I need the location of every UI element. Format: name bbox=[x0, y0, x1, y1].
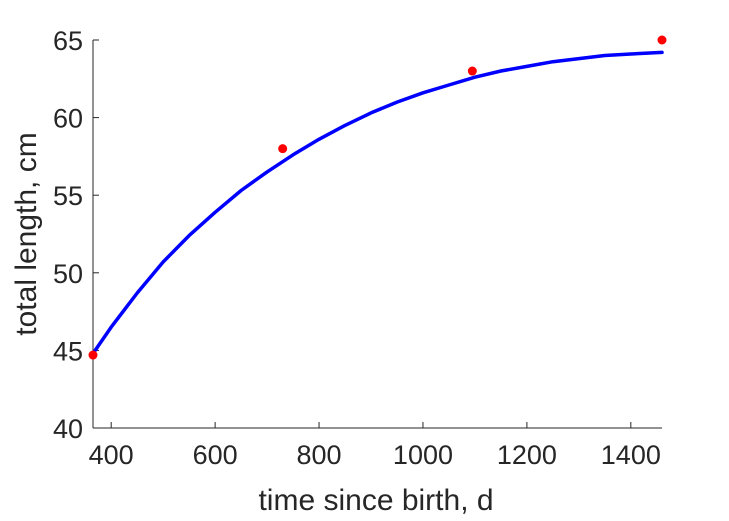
y-tick-label: 55 bbox=[53, 181, 83, 211]
x-axis-label: time since birth, d bbox=[258, 484, 493, 517]
x-tick-label: 1200 bbox=[497, 440, 557, 470]
data-point bbox=[467, 66, 477, 76]
data-point bbox=[278, 144, 288, 154]
data-point bbox=[657, 35, 667, 45]
x-tick-label: 600 bbox=[193, 440, 238, 470]
y-tick-label: 40 bbox=[53, 414, 83, 444]
ticks: 400 600 800 1000 1200 1400 40 45 50 55 60 65 bbox=[53, 26, 661, 470]
y-axis-label: total length, cm bbox=[10, 132, 43, 335]
fit-curve-line bbox=[91, 50, 664, 356]
y-tick-label: 50 bbox=[53, 259, 83, 289]
x-tick-label: 400 bbox=[89, 440, 134, 470]
y-tick-label: 45 bbox=[53, 336, 83, 366]
axes bbox=[92, 40, 662, 429]
y-tick-label: 60 bbox=[53, 104, 83, 134]
y-tick-label: 65 bbox=[53, 26, 83, 56]
x-tick-label: 800 bbox=[297, 440, 342, 470]
x-tick-label: 1000 bbox=[393, 440, 453, 470]
data-point bbox=[88, 350, 98, 360]
series bbox=[88, 35, 667, 360]
x-tick-label: 1400 bbox=[601, 440, 661, 470]
